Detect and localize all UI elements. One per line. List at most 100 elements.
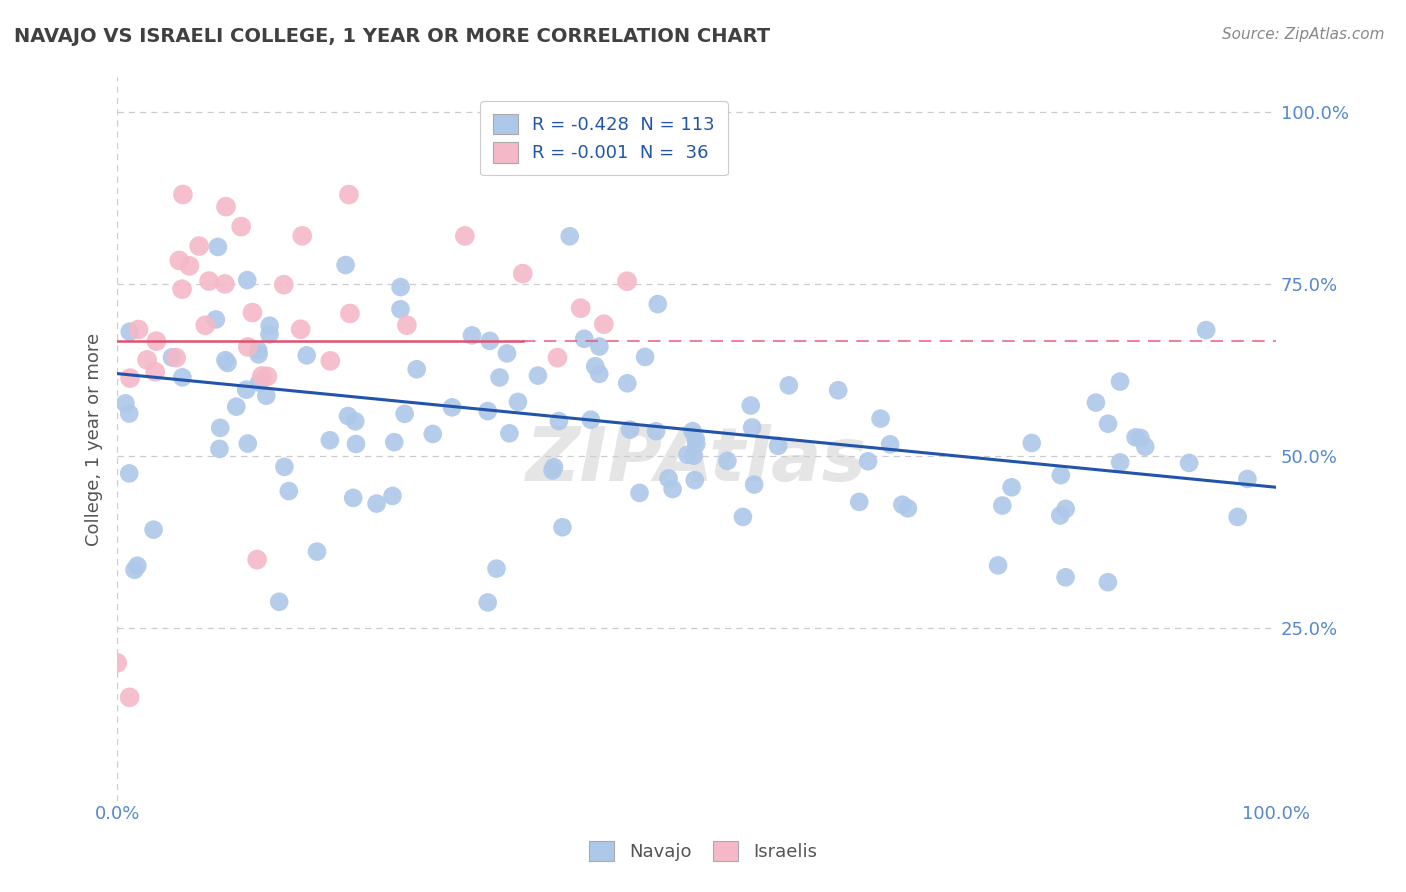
Point — [217, 356, 239, 370]
Point — [145, 334, 167, 348]
Point — [551, 520, 574, 534]
Point — [194, 318, 217, 333]
Point — [848, 495, 870, 509]
Point — [235, 383, 257, 397]
Point — [389, 302, 412, 317]
Point — [645, 424, 668, 438]
Point — [105, 656, 128, 670]
Point — [247, 376, 270, 390]
Point — [1054, 501, 1077, 516]
Point — [337, 187, 360, 202]
Point — [342, 491, 364, 505]
Point — [628, 486, 651, 500]
Point — [1129, 431, 1152, 445]
Point — [1021, 436, 1043, 450]
Point — [124, 563, 146, 577]
Point — [305, 544, 328, 558]
Point — [616, 274, 638, 288]
Point — [160, 351, 183, 365]
Point — [441, 401, 464, 415]
Point — [198, 274, 221, 288]
Text: ZIPAtlas: ZIPAtlas — [526, 425, 868, 497]
Point — [259, 318, 281, 333]
Point — [477, 404, 499, 418]
Point — [740, 399, 762, 413]
Point — [879, 437, 901, 451]
Point — [118, 325, 141, 339]
Point — [231, 219, 253, 234]
Point — [548, 414, 571, 428]
Point — [422, 426, 444, 441]
Point — [405, 362, 427, 376]
Point — [454, 228, 477, 243]
Point — [592, 317, 614, 331]
Point — [685, 437, 707, 451]
Point — [856, 454, 879, 468]
Point — [395, 318, 418, 333]
Text: Source: ZipAtlas.com: Source: ZipAtlas.com — [1222, 27, 1385, 42]
Point — [588, 339, 610, 353]
Legend: Navajo, Israelis: Navajo, Israelis — [576, 828, 830, 874]
Point — [128, 322, 150, 336]
Point — [136, 352, 159, 367]
Point — [1049, 508, 1071, 523]
Point — [114, 396, 136, 410]
Point — [588, 367, 610, 381]
Point — [741, 420, 763, 434]
Point — [335, 258, 357, 272]
Point — [389, 280, 412, 294]
Point — [1109, 375, 1132, 389]
Point — [574, 332, 596, 346]
Point — [319, 434, 342, 448]
Point — [170, 282, 193, 296]
Point — [478, 334, 501, 348]
Point — [827, 384, 849, 398]
Point — [1097, 417, 1119, 431]
Point — [215, 200, 238, 214]
Point — [247, 343, 270, 358]
Point — [897, 501, 920, 516]
Point — [291, 228, 314, 243]
Point — [269, 595, 291, 609]
Point — [1097, 575, 1119, 590]
Point — [461, 328, 484, 343]
Point — [246, 552, 269, 566]
Point — [214, 277, 236, 291]
Point — [1195, 323, 1218, 337]
Point — [1084, 395, 1107, 409]
Point — [683, 473, 706, 487]
Point — [205, 312, 228, 326]
Point — [172, 370, 194, 384]
Point — [207, 240, 229, 254]
Point — [118, 467, 141, 481]
Point — [259, 327, 281, 342]
Point — [742, 477, 765, 491]
Point — [987, 558, 1010, 573]
Point — [179, 259, 201, 273]
Point — [543, 460, 565, 475]
Point — [236, 436, 259, 450]
Point — [685, 432, 707, 446]
Point — [1049, 468, 1071, 483]
Point — [616, 376, 638, 391]
Point — [485, 561, 508, 575]
Point — [1135, 440, 1157, 454]
Point — [477, 595, 499, 609]
Point — [682, 424, 704, 438]
Point — [569, 301, 592, 315]
Point — [496, 346, 519, 360]
Point — [394, 407, 416, 421]
Point — [891, 498, 914, 512]
Point — [512, 267, 534, 281]
Point — [167, 253, 190, 268]
Point — [208, 442, 231, 456]
Point — [541, 463, 564, 477]
Point — [506, 395, 529, 409]
Point — [558, 229, 581, 244]
Point — [236, 273, 259, 287]
Point — [1054, 570, 1077, 584]
Point — [214, 353, 236, 368]
Point — [295, 348, 318, 362]
Point — [619, 423, 641, 437]
Point — [682, 449, 704, 463]
